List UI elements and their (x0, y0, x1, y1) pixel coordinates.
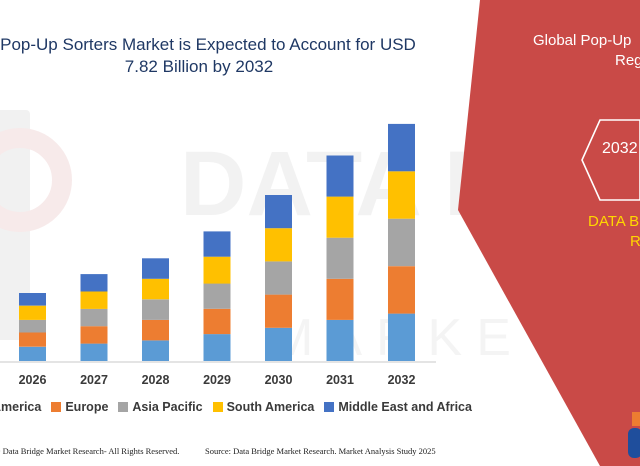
legend-label: Middle East and Africa (338, 400, 472, 414)
bar-segment-2028-america (142, 340, 169, 361)
legend-label: America (0, 400, 42, 414)
footer-copyright: © Data Bridge Market Research- All Right… (0, 446, 180, 456)
bar-segment-2029-south-america (203, 256, 231, 284)
chart-title: al Pop-Up Sorters Market is Expected to … (0, 34, 444, 78)
legend-item: Europe (51, 400, 108, 414)
x-tick-label: 2031 (326, 373, 354, 387)
legend-item: America (0, 400, 41, 414)
bar-segment-2026-middle-east-and-africa (19, 293, 46, 306)
legend-label: South America (226, 400, 315, 414)
bar-segment-2030-america (265, 327, 292, 361)
x-tick-label: 2030 (265, 373, 293, 387)
chart-title-line2: 7.82 Billion by 2032 (124, 57, 274, 76)
bar-segment-2031-europe (326, 278, 354, 320)
footer-source: Source: Data Bridge Market Research. Mar… (205, 446, 436, 456)
brand-logo-icon (628, 412, 640, 458)
bar-segment-2026-south-america (19, 305, 46, 320)
legend-item: Asia Pacific (118, 400, 203, 414)
bar-segment-2029-middle-east-and-africa (203, 231, 231, 257)
hexagon-year-label: 2032 (602, 140, 638, 157)
bar-segment-2030-asia-pacific (265, 261, 292, 295)
bar-segment-2028-south-america (142, 278, 169, 300)
bar-segment-2027-europe (80, 326, 108, 344)
side-panel-heading-line1: Global Pop-Up (533, 32, 632, 49)
bar-segment-2026-america (19, 346, 46, 361)
x-tick-label: 2032 (388, 373, 416, 387)
x-tick-labels: 2026 2027 2028 2029 2030 2031 2032 (19, 373, 416, 387)
bar-segment-2027-middle-east-and-africa (80, 274, 108, 292)
x-tick-label: 2026 (19, 373, 47, 387)
bar-segment-2029-america (203, 334, 231, 361)
bar-segment-2030-south-america (265, 228, 292, 262)
legend-swatch (324, 402, 335, 412)
bar-segment-2029-europe (203, 308, 231, 335)
bar-segment-2027-south-america (80, 291, 108, 309)
bar-segment-2032-europe (388, 266, 415, 314)
chart-title-line1: al Pop-Up Sorters Market is Expected to … (0, 35, 416, 54)
bar-segment-2031-america (326, 319, 354, 361)
bar-segment-2032-middle-east-and-africa (388, 123, 415, 172)
bar-segment-2028-middle-east-and-africa (142, 258, 169, 279)
bar-segment-2031-asia-pacific (326, 237, 354, 279)
side-panel-heading-line2: Reg (615, 52, 640, 69)
bar-segment-2026-europe (19, 332, 46, 347)
bar-segment-2030-middle-east-and-africa (265, 195, 292, 229)
bar-segment-2030-europe (265, 294, 292, 328)
legend-item: Middle East and Africa (324, 400, 472, 414)
legend-swatch (212, 402, 223, 412)
bar-segment-2029-asia-pacific (203, 283, 231, 309)
x-tick-label: 2029 (203, 373, 231, 387)
bar-segment-2032-america (388, 313, 415, 361)
bar-segment-2032-south-america (388, 171, 415, 219)
legend-item: South America (212, 400, 315, 414)
bar-segment-2027-america (80, 343, 108, 361)
bar-segment-2026-asia-pacific (19, 319, 46, 333)
side-panel-brand-line1: DATA B (588, 213, 640, 230)
bar-segment-2028-asia-pacific (142, 299, 169, 320)
x-tick-label: 2027 (80, 373, 108, 387)
bar-segment-2031-south-america (326, 196, 354, 238)
bar-segment-2031-middle-east-and-africa (326, 155, 354, 197)
legend-swatch (51, 402, 62, 412)
legend-label: Europe (65, 400, 109, 414)
bar-segment-2028-europe (142, 319, 169, 341)
bar-segment-2027-asia-pacific (80, 308, 108, 327)
x-tick-label: 2028 (142, 373, 170, 387)
legend-label: Asia Pacific (132, 400, 203, 414)
legend-swatch (118, 402, 129, 412)
side-panel-brand-line2: R (630, 233, 640, 250)
bar-segment-2032-asia-pacific (388, 218, 415, 267)
chart-legend: America Europe Asia Pacific South America Mi… (0, 399, 482, 415)
bars-group (19, 123, 415, 361)
